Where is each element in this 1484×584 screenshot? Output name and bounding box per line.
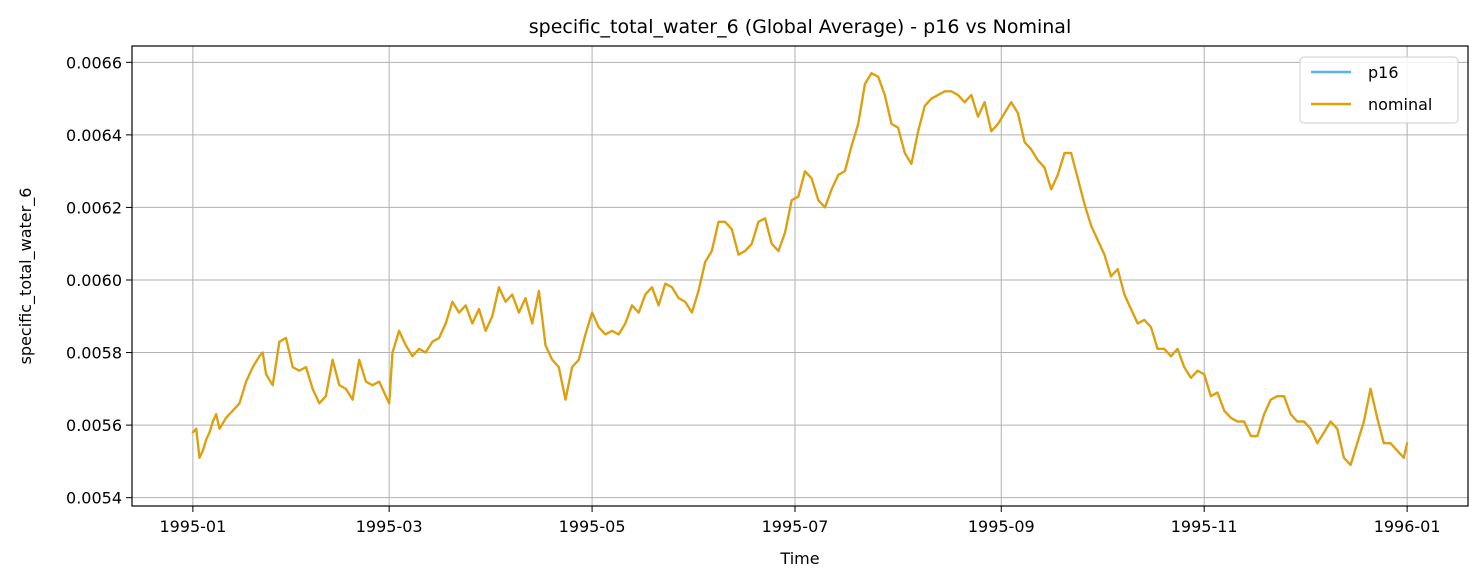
y-axis-ticks: 0.0054 0.0056 0.0058 0.0060 0.0062 0.0064 0.00… (66, 53, 132, 508)
legend-label-p16: p16 (1368, 63, 1399, 82)
y-tick-label: 0.0060 (66, 271, 122, 290)
y-tick-label: 0.0066 (66, 53, 122, 72)
x-axis-ticks: 1995-01 1995-03 1995-05 1995-07 1995-09 1995-… (159, 506, 1441, 536)
grid-lines (132, 46, 1468, 506)
y-tick-label: 0.0056 (66, 416, 122, 435)
y-tick-label: 0.0058 (66, 344, 122, 363)
series-lines (191, 72, 1409, 467)
series-line-nominal (191, 72, 1409, 467)
x-tick-label: 1995-01 (159, 517, 226, 536)
plot-frame (131, 45, 1469, 507)
x-tick-label: 1995-11 (1171, 517, 1238, 536)
x-tick-label: 1995-09 (968, 517, 1035, 536)
legend-label-nominal: nominal (1368, 95, 1432, 114)
y-axis-label: specific_total_water_6 (16, 188, 36, 365)
x-tick-label: 1996-01 (1374, 517, 1441, 536)
y-tick-label: 0.0064 (66, 126, 122, 145)
x-axis-label: Time (779, 549, 819, 568)
legend-box (1299, 56, 1459, 124)
chart-title: specific_total_water_6 (Global Average) … (529, 16, 1071, 38)
x-tick-label: 1995-05 (559, 517, 626, 536)
y-tick-label: 0.0054 (66, 489, 122, 508)
x-tick-label: 1995-07 (762, 517, 829, 536)
legend: p16 nominal (1299, 56, 1459, 124)
x-tick-label: 1995-03 (356, 517, 423, 536)
y-tick-label: 0.0062 (66, 198, 122, 217)
